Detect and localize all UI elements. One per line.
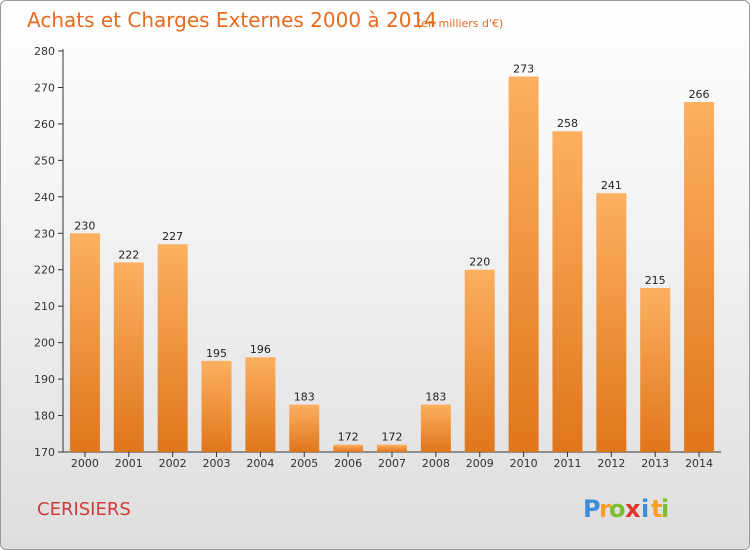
y-tick-label: 200 [34, 337, 55, 350]
brand-letter: x [625, 495, 641, 523]
brand-letter: P [583, 495, 601, 523]
x-tick-label: 2000 [71, 457, 99, 470]
y-tick-label: 250 [34, 154, 55, 167]
bar-value-label: 273 [513, 63, 534, 76]
bar [684, 102, 715, 452]
bar [596, 193, 627, 452]
x-tick-label: 2010 [510, 457, 538, 470]
x-tick-label: 2008 [422, 457, 450, 470]
x-tick-label: 2014 [685, 457, 713, 470]
bar [157, 244, 188, 452]
brand-letter: i [641, 495, 649, 523]
y-tick-label: 170 [34, 446, 55, 459]
bar [113, 262, 144, 452]
bar [508, 76, 539, 452]
axes: 170 180 190 200 210 220 230 240 250 260 270 280 2000… [34, 45, 721, 470]
bar-value-label: 241 [601, 179, 622, 192]
x-tick-label: 2005 [290, 457, 318, 470]
x-tick-label: 2009 [466, 457, 494, 470]
y-tick-label: 260 [34, 118, 55, 131]
bar-value-label: 183 [425, 391, 446, 404]
y-tick-label: 240 [34, 191, 55, 204]
brand-letter: t [651, 495, 662, 523]
bar [464, 269, 495, 452]
bar-value-label: 227 [162, 230, 183, 243]
brand-letter: o [609, 495, 626, 523]
chart-subtitle: (en milliers d'€) [417, 17, 503, 30]
x-tick-label: 2003 [203, 457, 231, 470]
y-tick-label: 210 [34, 300, 55, 313]
y-tick-label: 180 [34, 410, 55, 423]
bar [552, 131, 583, 452]
bar [289, 404, 320, 452]
bar-value-label: 258 [557, 117, 578, 130]
x-tick-label: 2001 [115, 457, 143, 470]
bar-value-label: 183 [294, 391, 315, 404]
bar [640, 287, 671, 452]
brand-letter: i [661, 495, 669, 523]
x-tick-label: 2002 [159, 457, 187, 470]
brand-logo: Pro x i ti [583, 495, 669, 523]
bar [333, 444, 364, 452]
y-tick-label: 190 [34, 373, 55, 386]
bar-value-label: 172 [382, 431, 403, 444]
bar-value-label: 215 [645, 274, 666, 287]
bar-value-label: 220 [469, 256, 490, 269]
bar [69, 233, 100, 452]
x-tick-label: 2011 [553, 457, 581, 470]
x-tick-label: 2012 [597, 457, 625, 470]
chart-title: Achats et Charges Externes 2000 à 2014 [27, 8, 437, 32]
bar [201, 360, 232, 452]
y-tick-label: 230 [34, 227, 55, 240]
y-tick-label: 220 [34, 264, 55, 277]
bar [245, 357, 276, 452]
bar [377, 444, 407, 452]
x-tick-label: 2007 [378, 457, 406, 470]
bars: 230 222 227 195 196 183 172 172 183 220 273 258 241 2… [69, 63, 715, 452]
bar-value-label: 196 [250, 343, 271, 356]
bar-value-label: 195 [206, 347, 227, 360]
x-tick-label: 2004 [246, 457, 274, 470]
bar-value-label: 266 [689, 88, 710, 101]
brand-letter: r [599, 495, 611, 523]
location-label: CERISIERS [37, 499, 131, 520]
x-tick-label: 2006 [334, 457, 362, 470]
y-tick-label: 270 [34, 81, 55, 94]
bar-value-label: 172 [338, 431, 359, 444]
bar [420, 404, 451, 452]
y-tick-label: 280 [34, 45, 55, 58]
x-tick-label: 2013 [641, 457, 669, 470]
bar-value-label: 222 [118, 248, 139, 261]
bar-value-label: 230 [74, 219, 95, 232]
